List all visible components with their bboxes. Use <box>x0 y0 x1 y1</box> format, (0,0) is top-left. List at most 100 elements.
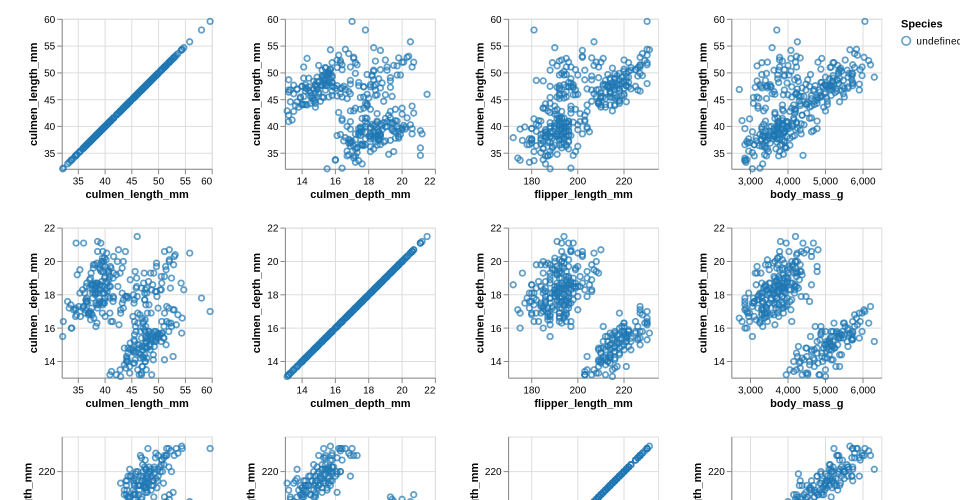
svg-text:35: 35 <box>267 149 279 160</box>
svg-text:55: 55 <box>714 42 726 53</box>
svg-text:5,000: 5,000 <box>813 385 838 396</box>
svg-text:16: 16 <box>44 324 56 335</box>
svg-text:220: 220 <box>708 467 725 478</box>
svg-text:culmen_length_mm: culmen_length_mm <box>251 42 263 146</box>
svg-text:35: 35 <box>73 385 85 396</box>
svg-text:55: 55 <box>44 42 56 53</box>
svg-text:18: 18 <box>490 290 502 301</box>
svg-text:20: 20 <box>397 177 409 188</box>
svg-text:22: 22 <box>424 177 436 188</box>
svg-text:flipper_length_mm: flipper_length_mm <box>692 463 704 500</box>
svg-text:undefined: undefined <box>916 36 960 47</box>
svg-text:180: 180 <box>523 385 540 396</box>
svg-text:culmen_depth_mm: culmen_depth_mm <box>251 253 263 353</box>
svg-text:50: 50 <box>44 69 56 80</box>
svg-text:14: 14 <box>297 177 309 188</box>
svg-text:3,000: 3,000 <box>738 385 763 396</box>
svg-text:flipper_length_mm: flipper_length_mm <box>469 463 481 500</box>
svg-text:culmen_depth_mm: culmen_depth_mm <box>698 253 710 353</box>
svg-text:flipper_length_mm: flipper_length_mm <box>22 463 34 500</box>
svg-text:Species: Species <box>901 19 943 31</box>
svg-text:45: 45 <box>44 95 56 106</box>
svg-text:45: 45 <box>267 95 279 106</box>
svg-text:50: 50 <box>490 69 502 80</box>
svg-text:16: 16 <box>714 324 726 335</box>
svg-text:18: 18 <box>363 385 375 396</box>
svg-text:200: 200 <box>569 385 586 396</box>
svg-text:18: 18 <box>267 290 279 301</box>
svg-text:35: 35 <box>490 149 502 160</box>
svg-text:220: 220 <box>616 177 633 188</box>
svg-text:180: 180 <box>523 177 540 188</box>
svg-text:45: 45 <box>126 385 138 396</box>
svg-text:culmen_length_mm: culmen_length_mm <box>86 189 190 201</box>
svg-text:55: 55 <box>180 385 192 396</box>
svg-text:220: 220 <box>262 467 279 478</box>
svg-text:6,000: 6,000 <box>850 177 875 188</box>
svg-text:16: 16 <box>267 324 279 335</box>
svg-text:18: 18 <box>44 290 56 301</box>
svg-text:14: 14 <box>490 357 502 368</box>
svg-text:22: 22 <box>424 385 436 396</box>
svg-text:55: 55 <box>267 42 279 53</box>
svg-text:14: 14 <box>297 385 309 396</box>
svg-text:culmen_length_mm: culmen_length_mm <box>28 42 40 146</box>
svg-text:40: 40 <box>714 122 726 133</box>
svg-text:220: 220 <box>616 385 633 396</box>
svg-text:14: 14 <box>714 357 726 368</box>
svg-text:20: 20 <box>490 257 502 268</box>
svg-text:60: 60 <box>490 15 502 26</box>
svg-text:40: 40 <box>100 385 112 396</box>
svg-text:45: 45 <box>714 95 726 106</box>
svg-text:55: 55 <box>490 42 502 53</box>
svg-text:50: 50 <box>153 177 165 188</box>
svg-text:22: 22 <box>714 224 726 235</box>
svg-text:18: 18 <box>714 290 726 301</box>
svg-text:3,000: 3,000 <box>738 177 763 188</box>
svg-text:22: 22 <box>267 224 279 235</box>
svg-text:40: 40 <box>100 177 112 188</box>
svg-text:flipper_length_mm: flipper_length_mm <box>246 463 258 500</box>
svg-text:35: 35 <box>714 149 726 160</box>
svg-text:16: 16 <box>330 177 342 188</box>
svg-text:18: 18 <box>363 177 375 188</box>
svg-text:body_mass_g: body_mass_g <box>770 398 843 410</box>
svg-text:40: 40 <box>44 122 56 133</box>
svg-text:22: 22 <box>44 224 56 235</box>
svg-text:45: 45 <box>490 95 502 106</box>
svg-text:20: 20 <box>397 385 409 396</box>
svg-text:40: 40 <box>490 122 502 133</box>
svg-text:60: 60 <box>44 15 56 26</box>
svg-text:14: 14 <box>267 357 279 368</box>
svg-text:45: 45 <box>126 177 138 188</box>
svg-text:culmen_length_mm: culmen_length_mm <box>86 398 190 410</box>
svg-text:6,000: 6,000 <box>850 385 875 396</box>
svg-text:culmen_length_mm: culmen_length_mm <box>698 42 710 146</box>
svg-text:5,000: 5,000 <box>813 177 838 188</box>
svg-text:60: 60 <box>201 177 213 188</box>
svg-text:60: 60 <box>714 15 726 26</box>
svg-text:flipper_length_mm: flipper_length_mm <box>534 398 633 410</box>
svg-text:culmen_depth_mm: culmen_depth_mm <box>310 189 410 201</box>
svg-text:200: 200 <box>569 177 586 188</box>
svg-text:50: 50 <box>153 385 165 396</box>
svg-text:50: 50 <box>714 69 726 80</box>
svg-text:4,000: 4,000 <box>775 385 800 396</box>
svg-text:14: 14 <box>44 357 56 368</box>
svg-text:culmen_depth_mm: culmen_depth_mm <box>28 253 40 353</box>
svg-text:20: 20 <box>714 257 726 268</box>
svg-text:culmen_depth_mm: culmen_depth_mm <box>310 398 410 410</box>
svg-text:culmen_length_mm: culmen_length_mm <box>474 42 486 146</box>
svg-text:60: 60 <box>267 15 279 26</box>
svg-text:4,000: 4,000 <box>775 177 800 188</box>
svg-text:55: 55 <box>180 177 192 188</box>
svg-text:220: 220 <box>39 467 56 478</box>
svg-text:35: 35 <box>73 177 85 188</box>
svg-text:20: 20 <box>44 257 56 268</box>
svg-text:20: 20 <box>267 257 279 268</box>
svg-text:50: 50 <box>267 69 279 80</box>
svg-text:60: 60 <box>201 385 213 396</box>
svg-text:22: 22 <box>490 224 502 235</box>
svg-text:40: 40 <box>267 122 279 133</box>
svg-text:culmen_depth_mm: culmen_depth_mm <box>474 253 486 353</box>
